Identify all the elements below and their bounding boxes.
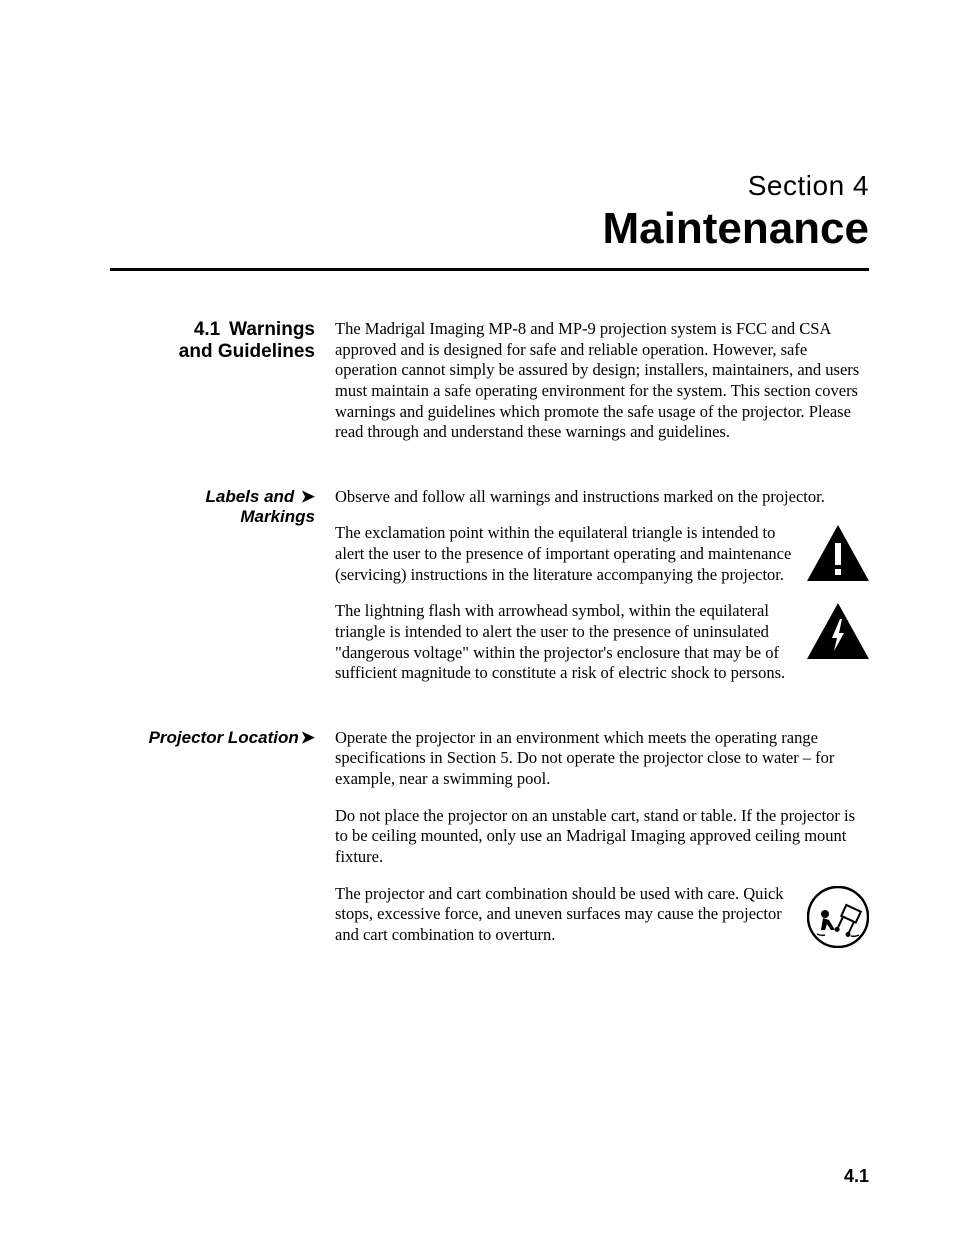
subsection-location: Projector Location➤ Operate the projecto…	[110, 728, 869, 964]
section-label: Section 4	[110, 170, 869, 202]
paragraph: Observe and follow all warnings and inst…	[335, 487, 869, 508]
paragraph: Do not place the projector on an unstabl…	[335, 806, 869, 868]
section-warnings: 4.1 Warnings and Guidelines The Madrigal…	[110, 319, 869, 459]
arrow-icon: ➤	[301, 728, 315, 747]
subsection-labels: Labels and ➤ Markings Observe and follow…	[110, 487, 869, 700]
section-header: Section 4 Maintenance	[110, 170, 869, 271]
paragraph: The exclamation point within the equilat…	[335, 523, 793, 585]
body-text: The Madrigal Imaging MP-8 and MP-9 proje…	[335, 319, 869, 459]
subsection-label-line2: Markings	[110, 507, 315, 527]
section-heading-line2: and Guidelines	[110, 341, 315, 363]
section-number: 4.1	[194, 319, 220, 340]
paragraph-with-icon: The lightning flash with arrowhead symbo…	[335, 601, 869, 684]
subsection-sidebar: Labels and ➤ Markings	[110, 487, 335, 527]
section-heading-line1: Warnings	[229, 319, 315, 340]
warning-exclamation-icon	[807, 523, 869, 581]
page-number: 4.1	[844, 1166, 869, 1187]
body-text: Operate the projector in an environment …	[335, 728, 869, 964]
paragraph: Operate the projector in an environment …	[335, 728, 869, 790]
title-rule	[110, 268, 869, 271]
warning-voltage-icon	[807, 601, 869, 659]
body-text: Observe and follow all warnings and inst…	[335, 487, 869, 700]
subsection-sidebar: Projector Location➤	[110, 728, 335, 748]
paragraph-with-icon: The exclamation point within the equilat…	[335, 523, 869, 585]
paragraph: The projector and cart combination shoul…	[335, 884, 793, 946]
paragraph: The lightning flash with arrowhead symbo…	[335, 601, 793, 684]
subsection-label: Projector Location	[149, 728, 299, 747]
page-title: Maintenance	[110, 204, 869, 254]
subsection-label-line1: Labels and	[205, 487, 294, 506]
arrow-icon: ➤	[301, 487, 315, 506]
cart-tipping-icon	[807, 884, 869, 948]
paragraph-with-icon: The projector and cart combination shoul…	[335, 884, 869, 948]
section-heading-sidebar: 4.1 Warnings and Guidelines	[110, 319, 335, 363]
paragraph: The Madrigal Imaging MP-8 and MP-9 proje…	[335, 319, 869, 443]
